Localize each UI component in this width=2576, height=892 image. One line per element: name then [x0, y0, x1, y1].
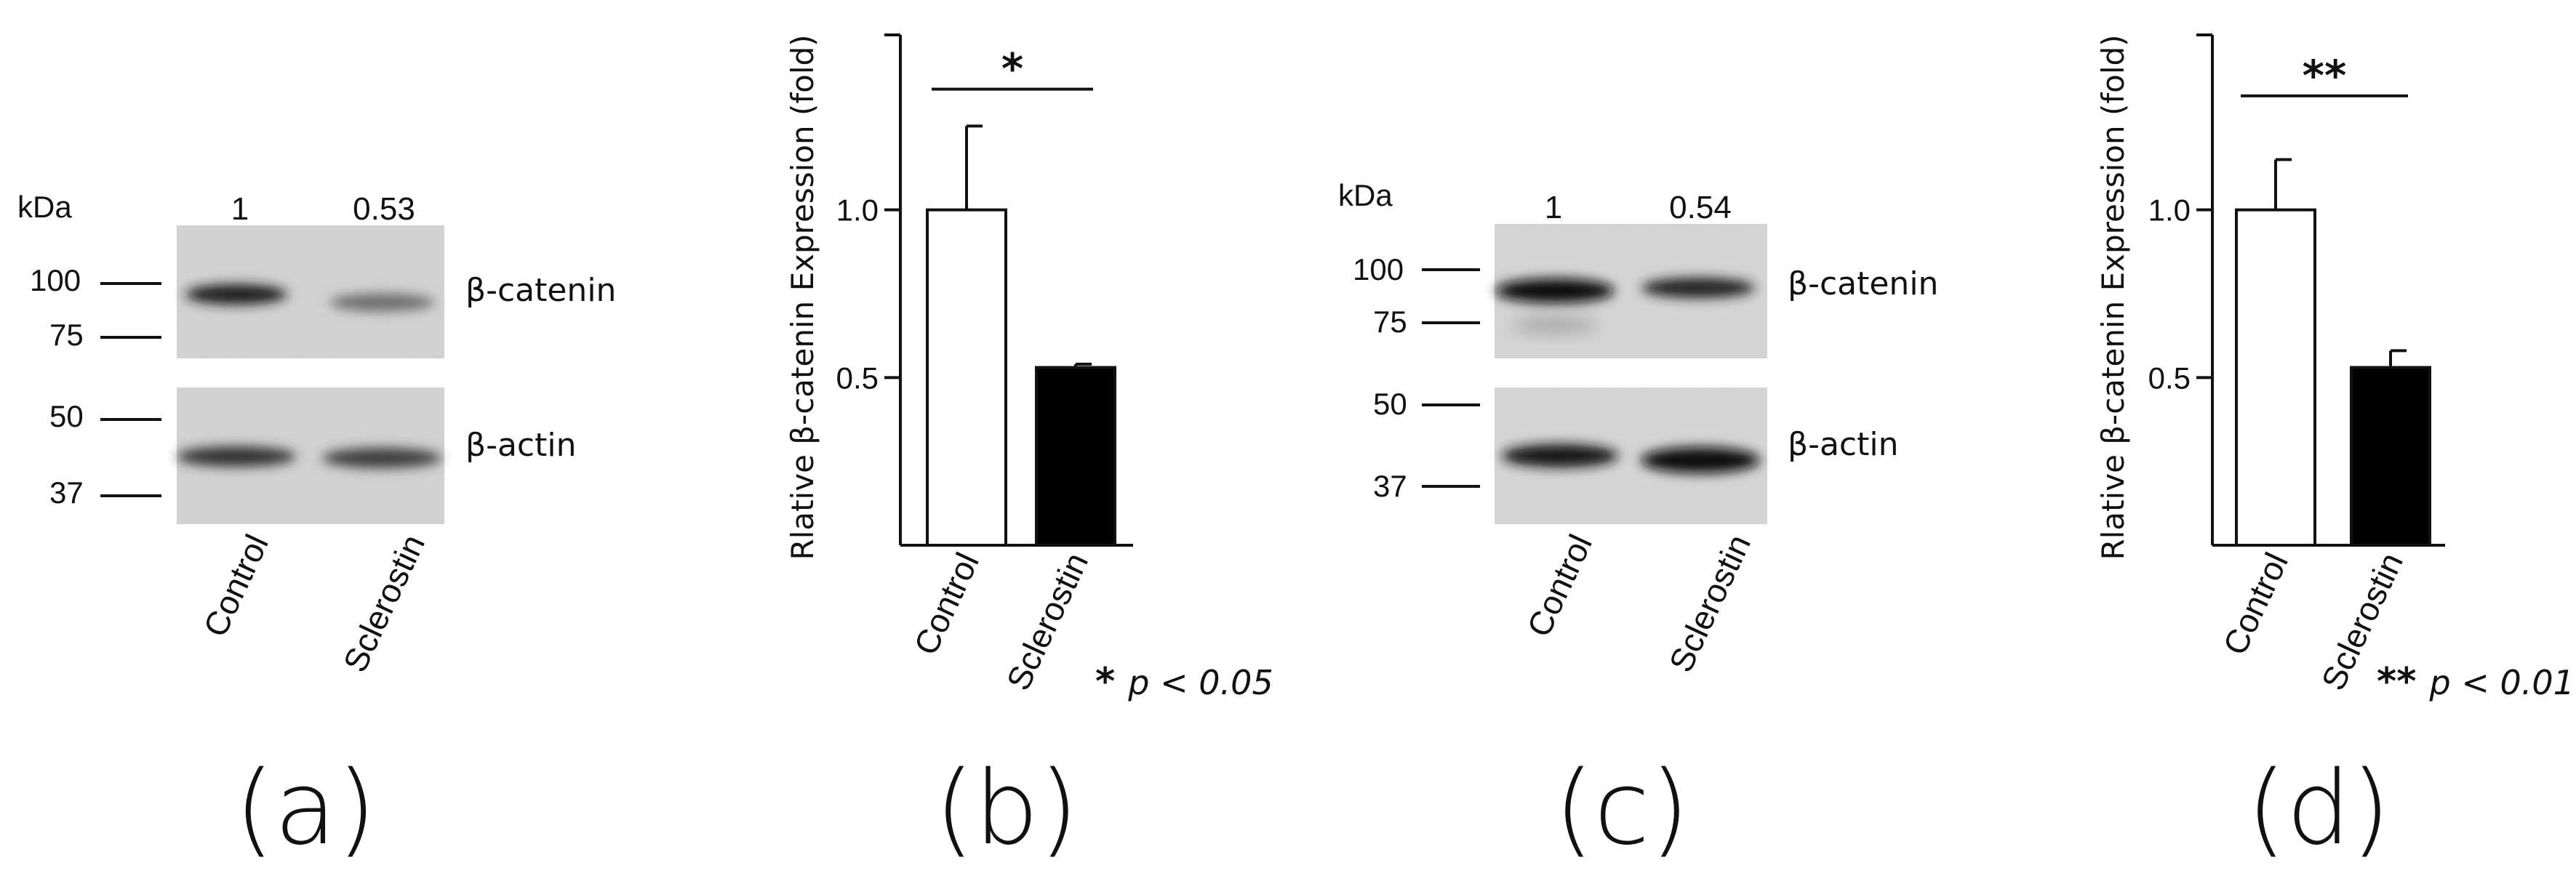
kda-label: kDa — [1338, 178, 1393, 212]
band-beta-catenin-control — [1495, 278, 1615, 303]
bar-control — [926, 208, 1007, 547]
marker-50: 50 — [1373, 387, 1407, 421]
band-beta-actin-control — [1502, 444, 1618, 467]
bar-chart-b: 0.5 1.0 Rlative β-catenin Expression (fold… — [785, 33, 1273, 868]
y-axis-label: Rlative β-catenin Expression (fold) — [785, 34, 820, 560]
panel-label: (b) — [935, 750, 1079, 868]
category-label-sclerostin: Sclerostin — [999, 547, 1095, 696]
band-beta-catenin-sclerostin — [1641, 278, 1755, 298]
category-label-control: Control — [906, 547, 986, 660]
p-value-text: p < 0.05 — [1127, 663, 1273, 702]
panel-label-c: (c) — [1554, 750, 1689, 868]
p-value-mark: * — [1095, 660, 1128, 704]
marker-75: 75 — [49, 318, 84, 352]
marker-100: 100 — [30, 263, 81, 297]
significance-marker: * — [1001, 44, 1023, 94]
marker-100: 100 — [1353, 252, 1404, 286]
lane-label-control: Control — [1519, 529, 1599, 642]
category-label-control: Control — [2215, 547, 2295, 660]
marker-37: 37 — [1373, 469, 1407, 503]
p-value-note: * p < 0.05 — [1095, 660, 1273, 704]
marker-37: 37 — [49, 475, 84, 510]
marker-75: 75 — [1373, 305, 1407, 339]
band-beta-catenin-control — [185, 284, 287, 305]
y-axis-label: Rlative β-catenin Expression (fold) — [2095, 34, 2131, 560]
band-beta-actin-sclerostin — [1641, 447, 1760, 473]
lane-label-control: Control — [196, 529, 276, 642]
blot-panel-c: kDa 1 0.54 100 75 50 37 β-catenin β-acti… — [1338, 178, 1938, 868]
band-beta-catenin-sclerostin — [329, 294, 434, 311]
blot-panel-a: kDa 1 0.53 100 75 50 37 β-catenin β-acti… — [17, 190, 616, 868]
p-value-mark: ** — [2377, 660, 2430, 704]
band-label-beta-catenin: β-catenin — [465, 272, 616, 309]
lane-value-sclerostin: 0.54 — [1669, 190, 1732, 225]
bar-chart-d: 0.5 1.0 Rlative β-catenin Expression (fold… — [2095, 33, 2575, 868]
band-beta-actin-sclerostin — [322, 448, 441, 468]
band-beta-actin-control — [177, 446, 296, 467]
band-label-beta-catenin: β-catenin — [1788, 265, 1938, 302]
band-label-beta-actin: β-actin — [1788, 426, 1898, 463]
marker-50: 50 — [49, 399, 84, 433]
y-tick-label: 0.5 — [2148, 361, 2191, 395]
bar-sclerostin — [2350, 366, 2431, 547]
p-value-note: ** p < 0.01 — [2377, 660, 2575, 704]
y-tick-label: 1.0 — [836, 193, 879, 228]
band-label-beta-actin: β-actin — [465, 427, 576, 464]
significance-marker: ** — [2303, 51, 2347, 100]
panel-label-a: (a) — [234, 750, 376, 868]
band-beta-catenin-faint — [1511, 318, 1599, 332]
p-value-text: p < 0.01 — [2429, 663, 2575, 702]
lane-value-control: 1 — [1545, 190, 1562, 225]
kda-label: kDa — [17, 190, 72, 224]
lane-value-sclerostin: 0.53 — [353, 191, 415, 227]
panel-label: (d) — [2247, 750, 2391, 868]
bar-control — [2235, 208, 2316, 547]
lane-label-sclerostin: Sclerostin — [336, 529, 432, 678]
lane-label-sclerostin: Sclerostin — [1662, 529, 1758, 678]
y-tick-label: 0.5 — [836, 361, 879, 395]
bar-sclerostin — [1035, 366, 1116, 547]
lane-value-control: 1 — [231, 191, 249, 227]
y-tick-label: 1.0 — [2148, 193, 2191, 228]
